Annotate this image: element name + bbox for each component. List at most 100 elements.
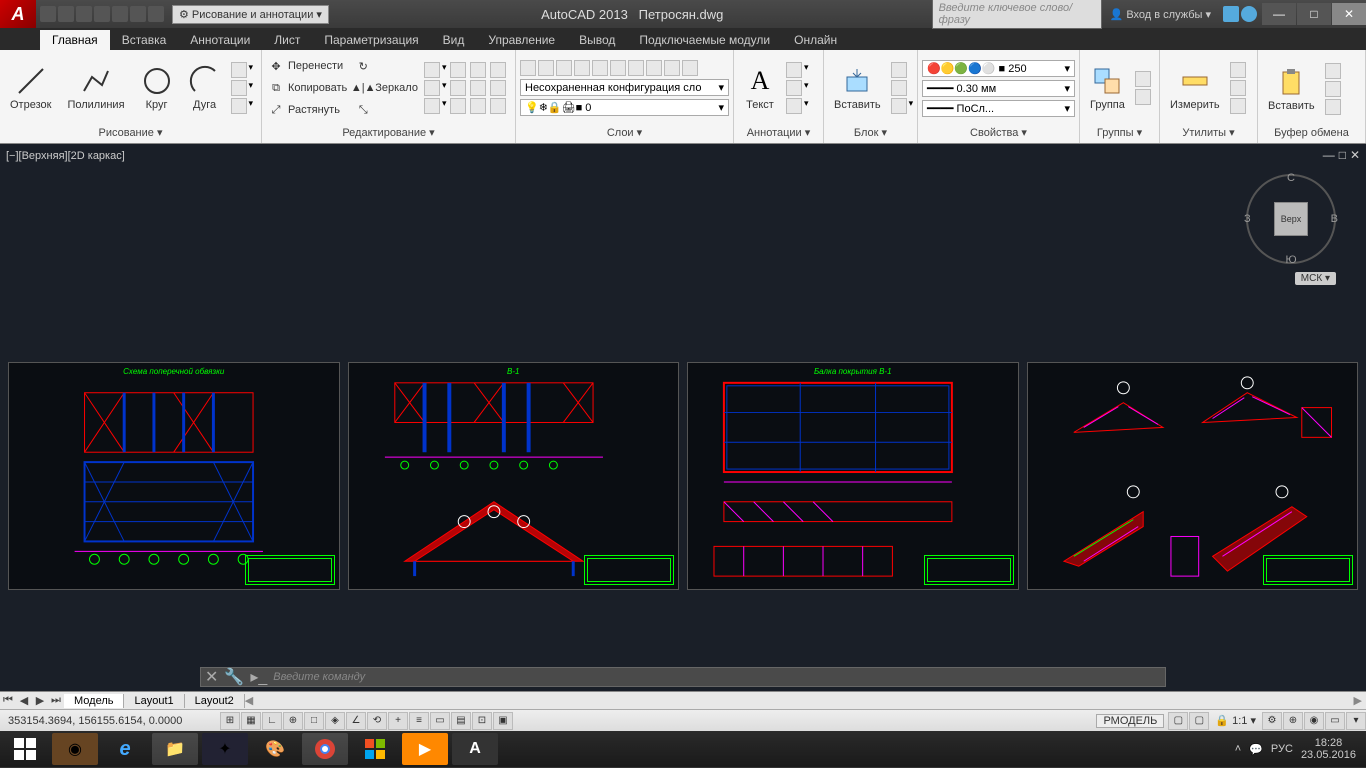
table-icon[interactable] [786, 98, 802, 114]
tab-first-icon[interactable]: ⏮ [0, 694, 16, 707]
plot-icon[interactable] [112, 6, 128, 22]
task-app2[interactable]: ✦ [202, 733, 248, 765]
dim-icon[interactable] [786, 62, 802, 78]
new-icon[interactable] [40, 6, 56, 22]
tab-insert[interactable]: Вставка [110, 30, 179, 50]
signin-button[interactable]: 👤 Вход в службы ▾ [1102, 8, 1219, 21]
mod-icon[interactable] [490, 80, 506, 96]
osnap-toggle[interactable]: □ [304, 712, 324, 730]
mod-icon[interactable] [490, 98, 506, 114]
tray-action-icon[interactable]: 💬 [1249, 743, 1263, 756]
tab-online[interactable]: Онлайн [782, 30, 849, 50]
arc-button[interactable]: Дуга [183, 63, 227, 113]
edit-block-icon[interactable] [891, 80, 907, 96]
task-ie[interactable]: e [102, 733, 148, 765]
help-search[interactable]: Введите ключевое слово/фразу [932, 0, 1102, 29]
tab-model[interactable]: Модель [64, 694, 124, 708]
vp-min-icon[interactable]: — [1323, 148, 1335, 162]
anno-scale[interactable]: 🔒 1:1 ▾ [1209, 714, 1262, 727]
viewport-label[interactable]: [−][Верхняя][2D каркас] [6, 150, 125, 162]
util-icon[interactable] [1230, 80, 1246, 96]
sb-icon[interactable]: ⊕ [1283, 712, 1303, 730]
maximize-button[interactable]: □ [1297, 3, 1331, 25]
app-logo[interactable]: A [0, 0, 36, 28]
groupedit-icon[interactable] [1135, 89, 1151, 105]
tab-output[interactable]: Вывод [567, 30, 627, 50]
task-autocad[interactable]: A [452, 733, 498, 765]
tab-layout[interactable]: Лист [262, 30, 312, 50]
redo-icon[interactable] [148, 6, 164, 22]
tray-clock[interactable]: 18:28 23.05.2016 [1301, 737, 1356, 761]
mod-icon[interactable] [450, 80, 466, 96]
layer-icon[interactable] [646, 60, 662, 76]
workspace-selector[interactable]: ⚙ Рисование и аннотации ▾ [172, 5, 329, 24]
undo-icon[interactable] [130, 6, 146, 22]
attr-icon[interactable] [891, 98, 907, 114]
3dosnap-toggle[interactable]: ◈ [325, 712, 345, 730]
dyn-toggle[interactable]: + [388, 712, 408, 730]
paste-button[interactable]: Вставить [1262, 64, 1321, 114]
drawing-canvas[interactable]: [−][Верхняя][2D каркас] —□✕ Верх С Ю В З… [0, 144, 1366, 691]
scale-button[interactable]: ⤡ [353, 101, 420, 119]
cut-icon[interactable] [1325, 63, 1341, 79]
polyline-button[interactable]: Полилиния [61, 63, 130, 113]
open-icon[interactable] [58, 6, 74, 22]
ellipse-icon[interactable] [231, 98, 247, 114]
fillet-icon[interactable] [424, 80, 440, 96]
array-icon[interactable] [424, 98, 440, 114]
ortho-toggle[interactable]: ∟ [262, 712, 282, 730]
tab-next-icon[interactable]: ▶ [32, 694, 48, 707]
rotate-button[interactable]: ↻ [353, 57, 420, 75]
measure-button[interactable]: Измерить [1164, 63, 1226, 113]
ucs-label[interactable]: МСК ▾ [1295, 272, 1336, 285]
layer-icon[interactable] [682, 60, 698, 76]
mod-icon[interactable] [470, 98, 486, 114]
leader-icon[interactable] [786, 80, 802, 96]
layer-icon[interactable] [592, 60, 608, 76]
circle-button[interactable]: Круг [135, 63, 179, 113]
task-store[interactable] [352, 733, 398, 765]
vp-max-icon[interactable]: □ [1339, 148, 1346, 162]
copy-button[interactable]: ⧉Копировать [266, 79, 349, 97]
tab-layout2[interactable]: Layout2 [185, 694, 245, 708]
ducs-toggle[interactable]: ⟲ [367, 712, 387, 730]
tab-manage[interactable]: Управление [476, 30, 567, 50]
mod-icon[interactable] [450, 98, 466, 114]
trim-icon[interactable] [424, 62, 440, 78]
stretch-button[interactable]: ⤢Растянуть [266, 101, 349, 119]
viewport-controls[interactable]: —□✕ [1323, 148, 1360, 162]
close-cmd-icon[interactable]: ✕ [205, 667, 218, 687]
create-block-icon[interactable] [891, 62, 907, 78]
tab-last-icon[interactable]: ⏭ [48, 694, 64, 707]
util-icon[interactable] [1230, 98, 1246, 114]
sb-icon[interactable]: ◉ [1304, 712, 1324, 730]
color-dropdown[interactable]: 🔴🟡🟢🔵⚪ ■ 250▾ [922, 60, 1075, 77]
tab-view[interactable]: Вид [431, 30, 477, 50]
copy-clip-icon[interactable] [1325, 81, 1341, 97]
match-icon[interactable] [1325, 99, 1341, 115]
layer-icon[interactable] [574, 60, 590, 76]
layer-icon[interactable] [538, 60, 554, 76]
mod-icon[interactable] [490, 62, 506, 78]
sc-toggle[interactable]: ⊡ [472, 712, 492, 730]
mod-icon[interactable] [470, 62, 486, 78]
text-button[interactable]: AТекст [738, 63, 782, 113]
lineweight-dropdown[interactable]: ━━━━ 0.30 мм▾ [922, 80, 1075, 97]
model-space-toggle[interactable]: РМОДЕЛЬ [1096, 714, 1164, 728]
hatch-icon[interactable] [231, 80, 247, 96]
tray-up-icon[interactable]: ˄ [1235, 743, 1241, 755]
layer-icon[interactable] [556, 60, 572, 76]
tab-home[interactable]: Главная [40, 30, 110, 50]
util-icon[interactable] [1230, 62, 1246, 78]
ungroup-icon[interactable] [1135, 71, 1151, 87]
start-button[interactable] [2, 733, 48, 765]
tab-annotate[interactable]: Аннотации [178, 30, 262, 50]
snap-toggle[interactable]: ⊞ [220, 712, 240, 730]
sb-icon[interactable]: ▢ [1168, 712, 1188, 730]
tray-lang[interactable]: РУС [1271, 743, 1293, 755]
group-button[interactable]: Группа [1084, 63, 1131, 113]
qp-toggle[interactable]: ▤ [451, 712, 471, 730]
move-button[interactable]: ✥Перенести [266, 57, 349, 75]
task-media[interactable]: ▶ [402, 733, 448, 765]
command-line[interactable]: ✕ 🔧 ▸_ Введите команду [200, 667, 1166, 687]
